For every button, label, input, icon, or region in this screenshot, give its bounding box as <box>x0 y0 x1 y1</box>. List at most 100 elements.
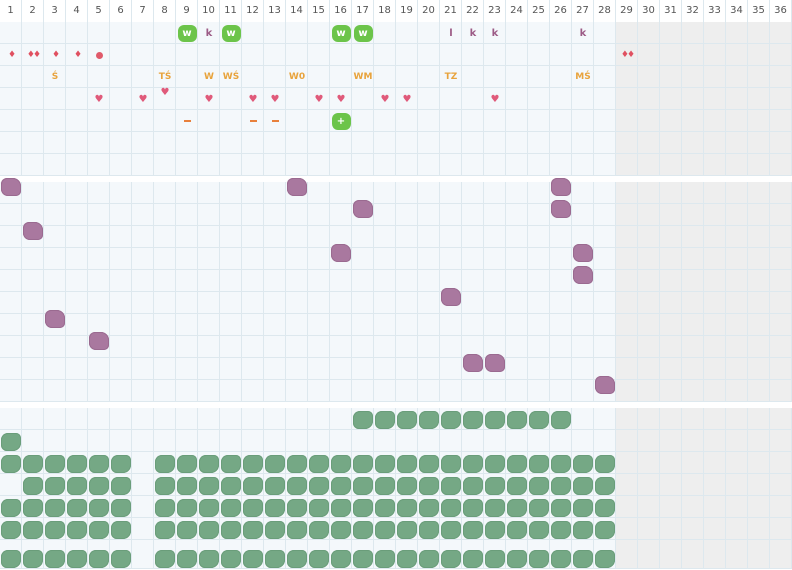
grid-cell[interactable] <box>484 292 506 314</box>
grid-cell[interactable] <box>594 292 616 314</box>
green-mark-cell[interactable] <box>352 409 374 431</box>
grid-cell[interactable] <box>726 408 748 430</box>
grid-cell[interactable] <box>44 110 66 132</box>
purple-mark-cell[interactable] <box>572 264 594 286</box>
green-mark-cell[interactable] <box>550 409 572 431</box>
grid-cell[interactable] <box>198 358 220 380</box>
grid-cell[interactable] <box>770 380 792 402</box>
grid-cell[interactable] <box>132 88 154 110</box>
grid-cell[interactable] <box>352 44 374 66</box>
grid-cell[interactable] <box>154 226 176 248</box>
green-mark-cell[interactable] <box>572 548 594 570</box>
grid-cell[interactable] <box>748 132 770 154</box>
grid-cell[interactable] <box>770 248 792 270</box>
grid-cell[interactable] <box>88 270 110 292</box>
green-mark-cell[interactable] <box>66 519 88 541</box>
grid-cell[interactable] <box>726 270 748 292</box>
grid-cell[interactable] <box>0 380 22 402</box>
grid-cell[interactable] <box>770 204 792 226</box>
grid-cell[interactable] <box>110 110 132 132</box>
green-mark-cell[interactable] <box>220 519 242 541</box>
grid-cell[interactable] <box>396 204 418 226</box>
grid-cell[interactable] <box>704 204 726 226</box>
grid-cell[interactable] <box>704 336 726 358</box>
grid-cell[interactable] <box>462 132 484 154</box>
green-mark-cell[interactable] <box>264 475 286 497</box>
green-mark-cell[interactable] <box>154 548 176 570</box>
grid-cell[interactable] <box>528 248 550 270</box>
grid-cell[interactable] <box>242 226 264 248</box>
grid-cell[interactable] <box>374 66 396 88</box>
grid-cell[interactable] <box>242 132 264 154</box>
grid-cell[interactable] <box>132 204 154 226</box>
grid-cell[interactable] <box>132 358 154 380</box>
green-mark-cell[interactable] <box>198 475 220 497</box>
grid-cell[interactable] <box>220 154 242 176</box>
grid-cell[interactable] <box>374 270 396 292</box>
grid-cell[interactable] <box>440 132 462 154</box>
grid-cell[interactable] <box>374 226 396 248</box>
grid-cell[interactable] <box>484 380 506 402</box>
grid-cell[interactable] <box>264 22 286 44</box>
grid-cell[interactable] <box>352 66 374 88</box>
grid-cell[interactable] <box>550 132 572 154</box>
grid-cell[interactable] <box>198 110 220 132</box>
grid-cell[interactable] <box>638 518 660 540</box>
grid-cell[interactable] <box>286 358 308 380</box>
grid-cell[interactable] <box>132 154 154 176</box>
grid-cell[interactable] <box>572 292 594 314</box>
grid-cell[interactable] <box>220 336 242 358</box>
grid-cell[interactable] <box>220 204 242 226</box>
grid-cell[interactable] <box>264 248 286 270</box>
grid-cell[interactable] <box>484 132 506 154</box>
marker-cell[interactable]: W <box>198 66 220 88</box>
purple-mark-cell[interactable] <box>0 176 22 198</box>
green-mark-cell[interactable] <box>308 548 330 570</box>
green-mark-cell[interactable] <box>440 548 462 570</box>
grid-cell[interactable] <box>682 408 704 430</box>
grid-cell[interactable] <box>616 408 638 430</box>
grid-cell[interactable] <box>374 110 396 132</box>
grid-cell[interactable] <box>440 154 462 176</box>
grid-cell[interactable] <box>506 314 528 336</box>
grid-cell[interactable] <box>110 248 132 270</box>
grid-cell[interactable] <box>462 270 484 292</box>
grid-cell[interactable] <box>220 380 242 402</box>
green-mark-cell[interactable] <box>594 519 616 541</box>
grid-cell[interactable] <box>682 182 704 204</box>
grid-cell[interactable] <box>198 430 220 452</box>
green-mark-cell[interactable] <box>594 548 616 570</box>
green-mark-cell[interactable] <box>220 453 242 475</box>
grid-cell[interactable] <box>594 204 616 226</box>
marker-cell[interactable]: ♥ <box>308 88 330 110</box>
grid-cell[interactable] <box>484 226 506 248</box>
marker-cell[interactable]: w <box>176 22 198 44</box>
green-mark-cell[interactable] <box>506 453 528 475</box>
grid-cell[interactable] <box>506 358 528 380</box>
grid-cell[interactable] <box>660 248 682 270</box>
grid-cell[interactable] <box>572 22 594 44</box>
grid-cell[interactable] <box>176 358 198 380</box>
grid-cell[interactable] <box>286 204 308 226</box>
grid-cell[interactable] <box>110 270 132 292</box>
grid-cell[interactable] <box>704 292 726 314</box>
grid-cell[interactable] <box>396 44 418 66</box>
purple-mark-cell[interactable] <box>440 286 462 308</box>
green-mark-cell[interactable] <box>242 548 264 570</box>
grid-cell[interactable] <box>506 226 528 248</box>
grid-cell[interactable] <box>308 182 330 204</box>
grid-cell[interactable] <box>550 154 572 176</box>
grid-cell[interactable] <box>396 430 418 452</box>
green-mark-cell[interactable] <box>352 497 374 519</box>
grid-cell[interactable] <box>264 226 286 248</box>
grid-cell[interactable] <box>726 132 748 154</box>
grid-cell[interactable] <box>748 380 770 402</box>
grid-cell[interactable] <box>704 154 726 176</box>
grid-cell[interactable] <box>594 44 616 66</box>
grid-cell[interactable] <box>594 88 616 110</box>
grid-cell[interactable] <box>572 430 594 452</box>
green-mark-cell[interactable] <box>176 497 198 519</box>
grid-cell[interactable] <box>572 182 594 204</box>
grid-cell[interactable] <box>264 358 286 380</box>
green-mark-cell[interactable] <box>88 548 110 570</box>
